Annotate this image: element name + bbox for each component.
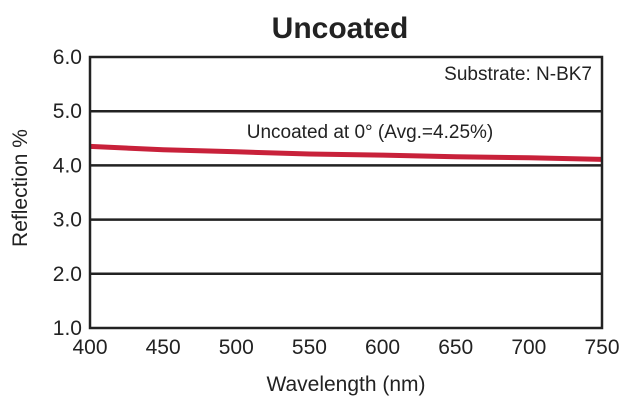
- x-tick-label: 700: [511, 336, 546, 359]
- x-tick-label: 500: [219, 336, 254, 359]
- series-line-uncoated: [89, 143, 603, 162]
- x-tick-label: 600: [365, 336, 400, 359]
- x-tick-label: 450: [146, 336, 181, 359]
- x-tick-label: 550: [292, 336, 327, 359]
- x-tick-label: 750: [584, 336, 619, 359]
- y-tick-label: 2.0: [53, 263, 82, 286]
- series-annotation: Uncoated at 0° (Avg.=4.25%): [247, 122, 493, 143]
- y-tick-labels: 1.0 2.0 3.0 4.0 5.0 6.0: [53, 46, 82, 340]
- y-tick-label: 5.0: [53, 100, 82, 123]
- x-tick-labels: 400 450 500 550 600 650 700 750: [72, 336, 619, 359]
- plot-frame: [88, 55, 604, 330]
- y-tick-label: 4.0: [53, 154, 82, 177]
- gridlines: [90, 109, 602, 276]
- substrate-annotation: Substrate: N-BK7: [444, 64, 592, 85]
- x-tick-label: 650: [438, 336, 473, 359]
- x-tick-label: 400: [72, 336, 107, 359]
- x-axis-label: Wavelength (nm): [266, 373, 425, 396]
- y-tick-label: 6.0: [53, 46, 82, 69]
- series-layer: [89, 143, 603, 162]
- y-axis-label: Reflection %: [9, 129, 32, 247]
- chart-title: Uncoated: [272, 12, 409, 45]
- y-tick-label: 3.0: [53, 209, 82, 232]
- y-tick-label: 1.0: [53, 317, 82, 340]
